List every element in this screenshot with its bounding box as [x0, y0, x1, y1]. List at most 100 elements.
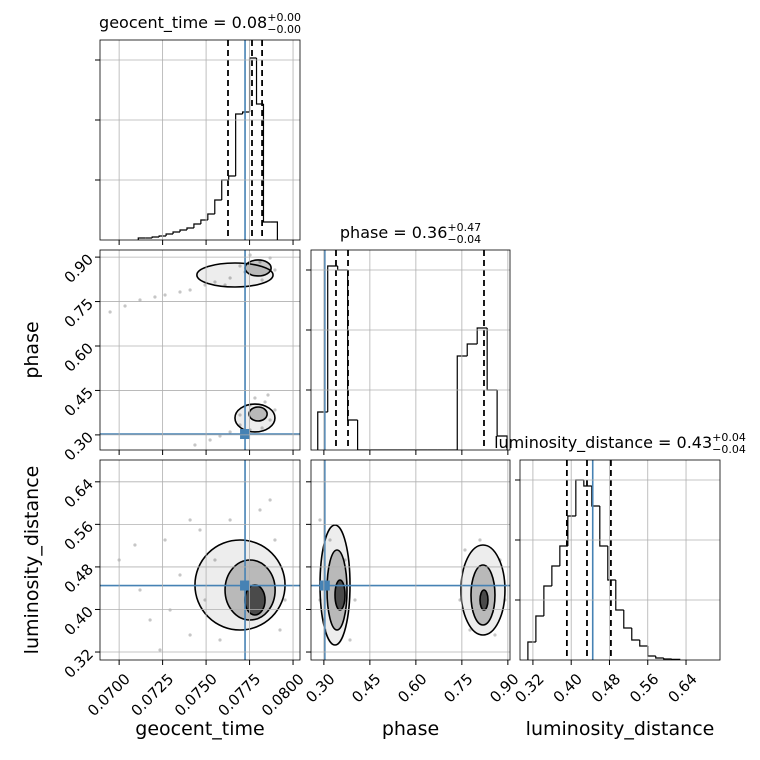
hist-bin	[317, 411, 328, 450]
x-tick-label: 0.40	[550, 670, 586, 706]
y-axis-label: phase	[21, 321, 43, 378]
x-tick-label: 0.30	[302, 670, 338, 706]
x-tick-label: 0.32	[511, 670, 547, 706]
hist-bin	[543, 585, 552, 616]
panel	[527, 460, 681, 660]
y-tick-label: 0.30	[61, 428, 97, 464]
y-tick-label: 0.75	[61, 295, 97, 331]
hist-bin	[347, 270, 358, 421]
title-main: geocent_time = 0.08	[99, 13, 267, 33]
title-main: phase = 0.36	[340, 223, 447, 242]
sample-point	[228, 276, 232, 280]
panel-title: luminosity_distance = 0.43+0.04 −0.04	[494, 431, 746, 456]
contour	[244, 259, 272, 277]
sample-point	[260, 278, 264, 282]
sample-point	[148, 618, 152, 622]
sample-point	[248, 253, 252, 257]
panel-frame	[310, 459, 511, 661]
x-tick-label: 0.56	[626, 670, 662, 706]
sample-point	[238, 413, 242, 417]
panel	[137, 40, 278, 240]
hist-bin	[615, 580, 624, 611]
x-axis-label: geocent_time	[135, 718, 264, 740]
sample-point	[268, 418, 272, 422]
hist-bin	[235, 113, 243, 176]
sample-point	[123, 304, 127, 308]
x-tick-label: 0.48	[588, 670, 624, 706]
sample-point	[188, 518, 192, 522]
sample-point	[328, 538, 332, 542]
panel-frame	[99, 459, 301, 661]
sample-point	[348, 638, 352, 642]
sample-point	[273, 538, 277, 542]
hist-bin	[158, 235, 167, 237]
hist-bin	[639, 640, 648, 647]
hist-bin	[466, 343, 478, 356]
sample-point	[353, 598, 357, 602]
sample-point	[228, 518, 232, 522]
y-tick-label: 0.45	[61, 384, 97, 420]
contour	[479, 589, 489, 611]
panel	[311, 460, 510, 660]
hist-bin	[583, 480, 592, 487]
panel-title: phase = 0.36+0.47 −0.04	[340, 221, 481, 246]
sample-point	[133, 543, 137, 547]
hist-bin	[631, 628, 640, 641]
x-axis-label: phase	[382, 718, 439, 740]
hist-bin	[527, 641, 536, 660]
sample-point	[253, 396, 257, 400]
hist-bin	[255, 58, 264, 105]
sample-point	[228, 430, 232, 434]
x-tick-label: 0.0750	[171, 670, 221, 720]
hist-bin	[186, 227, 194, 230]
hist-bin	[193, 223, 201, 228]
truth-marker	[240, 429, 251, 439]
title-upper: +0.00	[267, 11, 301, 24]
sample-point	[168, 608, 172, 612]
title-lower: −0.04	[712, 443, 746, 456]
sample-point	[213, 280, 217, 284]
contour	[248, 406, 268, 422]
hist-bin	[559, 545, 568, 566]
y-tick-label: 0.60	[61, 339, 97, 375]
hist-bin	[207, 213, 215, 220]
hist-bin	[456, 355, 468, 450]
title-main: luminosity_distance = 0.43	[494, 433, 712, 453]
sample-point	[283, 598, 287, 602]
hist-bin	[591, 486, 600, 507]
hist-bin	[214, 199, 222, 214]
x-tick-label: 0.45	[348, 670, 384, 706]
sample-point	[318, 518, 322, 522]
sample-point	[463, 548, 467, 552]
hist-bin	[496, 390, 508, 450]
y-tick-label: 0.32	[61, 645, 97, 681]
sample-point	[260, 426, 264, 430]
sample-point	[493, 633, 497, 637]
sample-point	[208, 438, 212, 442]
sample-point	[266, 393, 270, 397]
hist-bin	[551, 565, 560, 586]
sample-point	[178, 290, 182, 294]
panel	[317, 250, 508, 450]
hist-bin	[137, 237, 146, 240]
sample-point	[263, 400, 267, 404]
title-lower: −0.04	[447, 233, 481, 246]
x-tick-label: 0.0800	[258, 670, 308, 720]
sample-point	[213, 558, 217, 562]
hist-bin	[647, 646, 656, 657]
sample-point	[188, 288, 192, 292]
sample-point	[158, 648, 162, 652]
sample-point	[258, 260, 262, 264]
hist-bin	[228, 175, 236, 180]
y-axis-label: luminosity_distance	[21, 466, 43, 655]
hist-bin	[599, 506, 608, 547]
sample-point	[238, 264, 242, 268]
hist-bin	[248, 57, 257, 112]
hist-bin	[172, 231, 180, 234]
sample-point	[478, 538, 482, 542]
hist-bin	[242, 111, 250, 114]
x-tick-label: 0.75	[440, 670, 476, 706]
hist-bin	[607, 546, 616, 581]
panel	[100, 460, 300, 660]
